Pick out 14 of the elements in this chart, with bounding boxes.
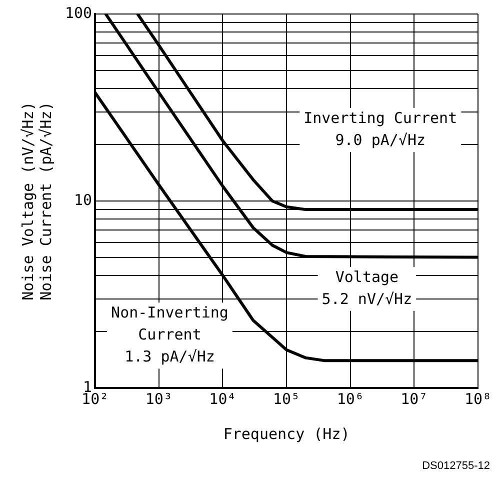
y-axis-title: Noise Voltage (nV/√Hz) Noise Current (pA/√Hz) <box>18 102 55 300</box>
x-tick-label: 10³ <box>145 390 172 408</box>
x-tick-label: 10⁷ <box>400 390 428 408</box>
annotation: Voltage 5.2 nV/√Hz <box>322 268 412 308</box>
x-tick-label: 10⁵ <box>273 390 300 408</box>
x-tick-label: 10⁴ <box>209 390 236 408</box>
x-tick-label: 10⁶ <box>336 390 364 408</box>
annotation: Inverting Current 9.0 pA/√Hz <box>304 108 458 149</box>
x-axis-title: Frequency (Hz) <box>223 424 350 443</box>
text: DS012755-12 <box>422 460 490 472</box>
y-tick-label: 10 <box>74 190 92 209</box>
y-tick-label: 100 <box>65 4 92 22</box>
annotation: Non-Inverting Current 1.3 pA/√Hz <box>111 304 228 366</box>
x-tick-label: 10⁸ <box>464 390 492 408</box>
